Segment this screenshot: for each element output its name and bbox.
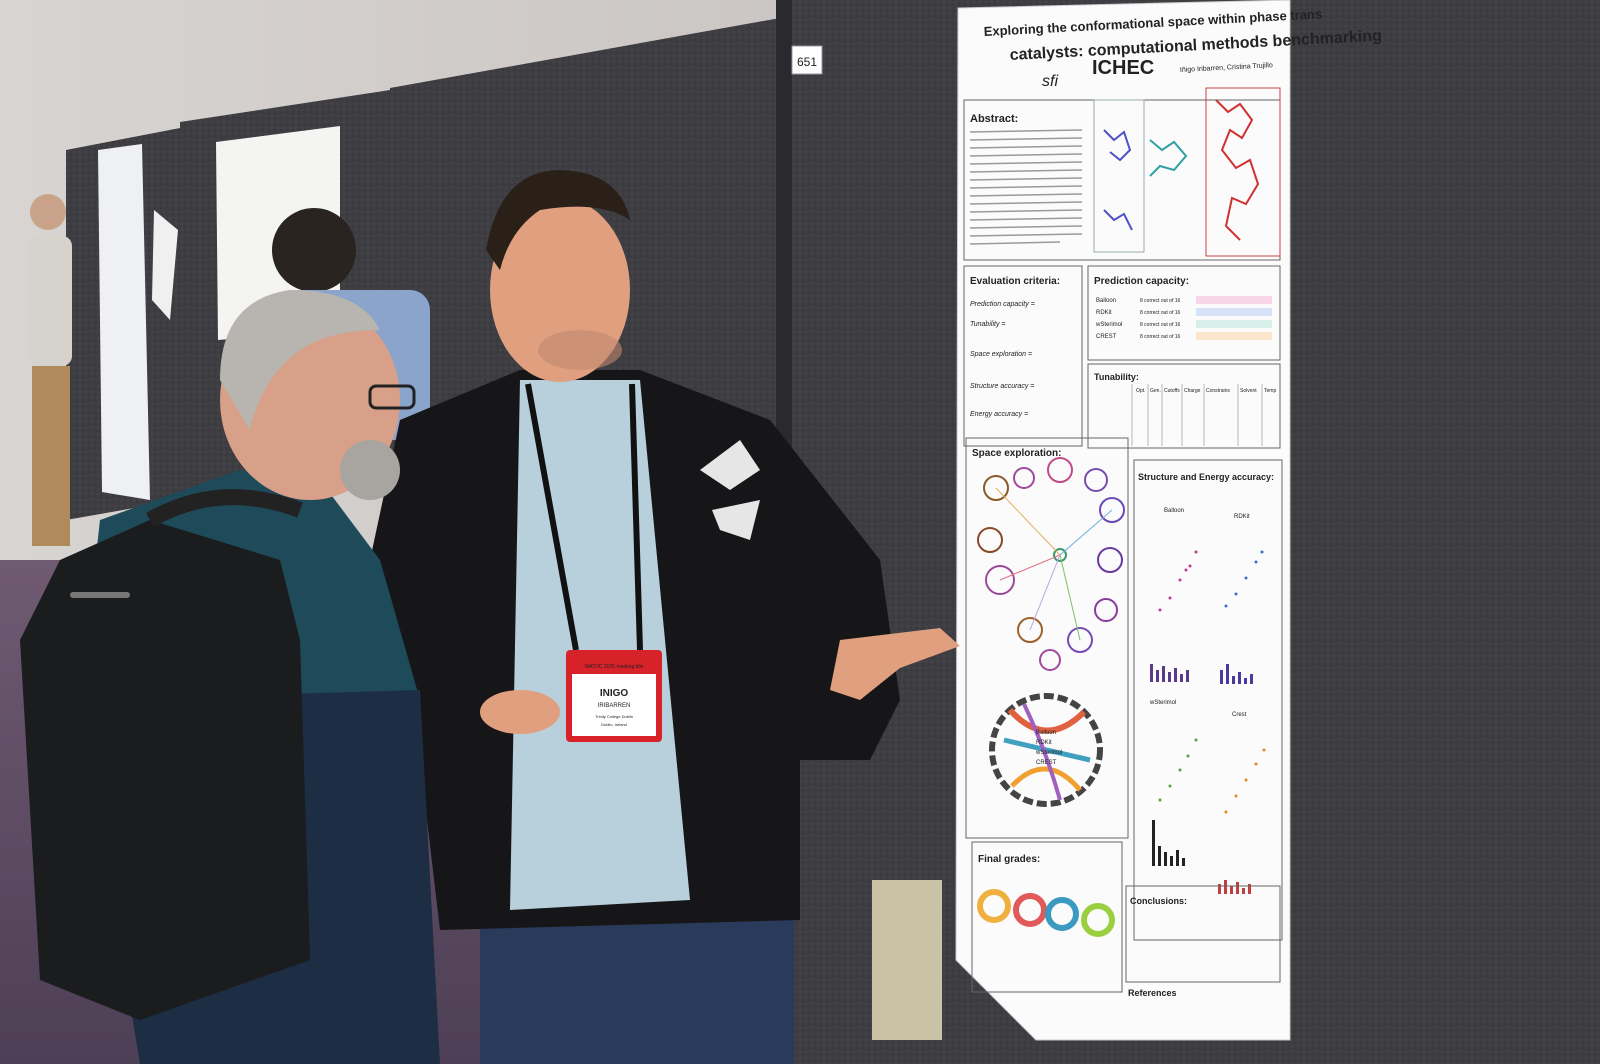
chord-label-wsterimol: wSterimol [1035, 750, 1062, 756]
badge-event: WATOC 2025 meeting title [585, 664, 644, 670]
prediction-row-2: 8 correct out of 16 [1140, 310, 1181, 316]
distant-poster-3 [152, 210, 178, 320]
tunability-col-7: Temp [1264, 388, 1276, 394]
presenter-hand-left [480, 690, 560, 734]
research-poster: Exploring the conformational space withi… [955, 0, 1382, 1041]
tunability-col-2: Gen. [1150, 388, 1161, 394]
tunability-col-4: Charge [1184, 388, 1201, 394]
final-grades-box [971, 841, 1123, 993]
tunability-grid [1131, 384, 1263, 446]
prediction-row-3: 8 correct out of 16 [1140, 322, 1181, 328]
abstract-text-lines [969, 129, 1083, 245]
molecule-blue [1103, 129, 1133, 231]
panel-label-wsterimol: wSterimol [1149, 700, 1176, 706]
background-person-1 [30, 194, 72, 546]
name-badge: WATOC 2025 meeting title INIGO IRIBARREN… [566, 650, 662, 742]
tunability-col-5: Constrains [1206, 388, 1230, 394]
board-number-tag [791, 45, 823, 75]
criterion-1: Prediction capacity = [970, 301, 1035, 308]
tunability-col-1: Opt. [1136, 388, 1145, 394]
grade-donuts [977, 889, 1115, 937]
scatter-balloon [1158, 550, 1198, 612]
chord-label-rdkit: RDKit [1036, 740, 1052, 746]
presenter-hand-right [830, 628, 960, 700]
badge-location: Dublin, Ireland [601, 722, 627, 727]
presenter-hair [486, 170, 630, 270]
listener-hair [220, 290, 380, 430]
method-balloon: Balloon [1096, 298, 1116, 304]
lanyard [525, 383, 643, 651]
molecule-panel-red [1205, 87, 1281, 257]
chord-diagram [989, 693, 1103, 807]
space-exploration-box [965, 437, 1129, 839]
abstract-heading: Abstract: [970, 113, 1018, 125]
panel-label-balloon: Balloon [1164, 508, 1184, 514]
bars-balloon [1150, 664, 1189, 682]
bars-crest [1218, 880, 1251, 894]
chord-label-balloon: Balloon [1036, 730, 1056, 736]
method-crest: CREST [1096, 334, 1117, 340]
criterion-5: Energy accuracy = [970, 411, 1028, 418]
presenter-beard-shadow [538, 330, 622, 370]
scatter-wsterimol [1158, 738, 1198, 802]
logo-ichec: ICHEC [1092, 57, 1154, 79]
badge-name: INIGO [600, 688, 629, 699]
molecule-red [1215, 99, 1260, 241]
listener-glasses [368, 384, 416, 410]
prediction-heading: Prediction capacity: [1094, 276, 1189, 287]
panel-label-crest: Crest [1232, 712, 1247, 718]
criterion-3: Space exploration = [970, 351, 1032, 358]
scatter-rdkit [1224, 550, 1264, 608]
criterion-2: Tunability = [970, 321, 1005, 328]
board-number: 651 [797, 55, 817, 69]
backpack [20, 520, 310, 1020]
prediction-row-1: 8 correct out of 16 [1140, 298, 1181, 304]
criterion-4: Structure accuracy = [970, 383, 1034, 390]
final-grades-heading: Final grades: [978, 854, 1040, 865]
listener [20, 290, 440, 1064]
conclusions-heading: Conclusions: [1130, 896, 1187, 906]
panel-label-rdkit: RDKit [1234, 514, 1250, 520]
structure-energy-heading: Structure and Energy accuracy: [1138, 472, 1274, 482]
presenter-shirt [510, 380, 690, 910]
conformer-network [977, 457, 1125, 671]
prediction-box [1087, 265, 1281, 361]
scatter-crest [1224, 748, 1266, 814]
badge-surname: IRIBARREN [598, 703, 631, 709]
prediction-row-4: 8 correct out of 16 [1140, 334, 1181, 340]
molecule-teal [1149, 139, 1188, 177]
method-wsterimol: wSterimol [1095, 322, 1122, 328]
tunability-col-3: Cutoffs [1164, 388, 1180, 394]
method-rdkit: RDKit [1096, 310, 1112, 316]
background-person-legs [872, 880, 942, 1040]
evaluation-heading: Evaluation criteria: [970, 276, 1060, 287]
tunability-box [1087, 363, 1281, 449]
tunability-col-6: Solvent [1240, 388, 1257, 394]
badge-affiliation: Trinity College Dublin [595, 714, 633, 719]
backpack-zipper [70, 592, 130, 598]
space-exploration-heading: Space exploration: [972, 448, 1061, 459]
prediction-colored-cells [1196, 296, 1272, 340]
evaluation-box [963, 265, 1083, 447]
structure-energy-box [1133, 459, 1283, 941]
listener-beard [340, 440, 400, 500]
crane-embroidery [700, 440, 760, 540]
poster-authors: Iñigo Iribarren, Cristina Trujillo [1180, 62, 1273, 74]
chord-label-crest: CREST [1036, 760, 1057, 766]
bars-wsterimol [1152, 820, 1185, 866]
tunability-heading: Tunability: [1094, 372, 1139, 382]
molecule-panel-blue [1093, 99, 1145, 253]
conclusions-box [1125, 885, 1281, 983]
backpack-strap [146, 489, 303, 527]
distant-poster-1 [98, 144, 150, 500]
bars-rdkit [1220, 664, 1253, 684]
logo-sfi: sfi [1042, 73, 1058, 90]
references-heading: References [1128, 988, 1177, 998]
